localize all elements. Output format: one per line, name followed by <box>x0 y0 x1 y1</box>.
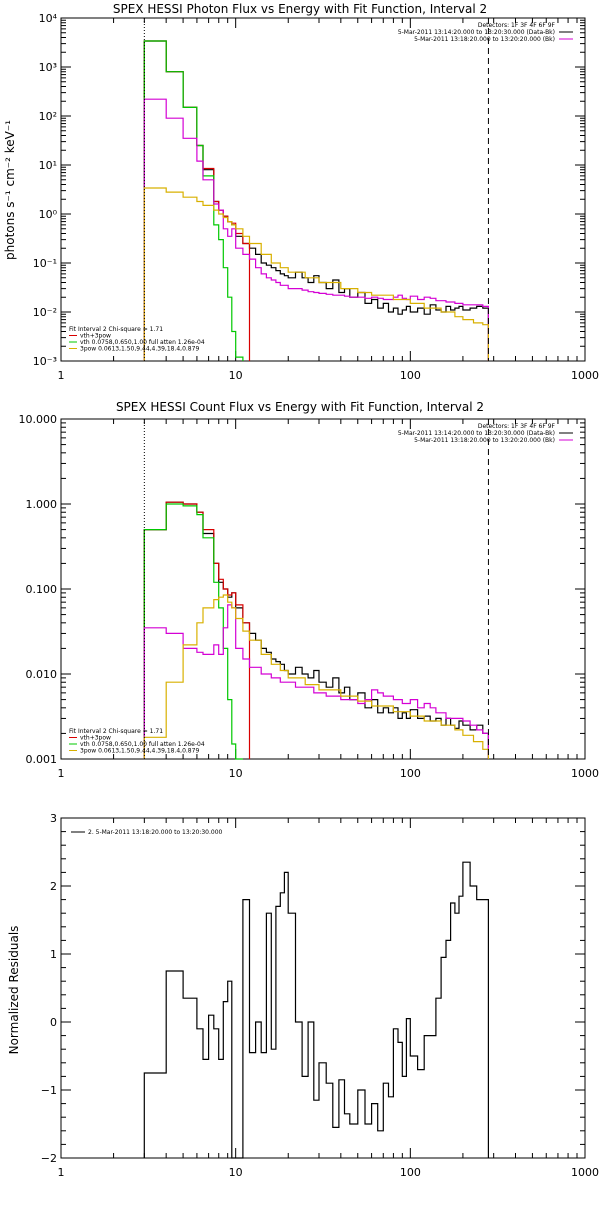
count-y-tick-label: 10.000 <box>19 413 58 426</box>
photon-plot-frame <box>60 17 586 362</box>
count-y-tick-label: 0.010 <box>26 668 58 681</box>
count-plot-frame <box>60 418 586 760</box>
photon-flux-chart: SPEX HESSI Photon Flux vs Energy with Fi… <box>3 2 599 382</box>
count-x-ticks: 1 10 100 1000 <box>58 419 599 780</box>
count-legend-bottom-text: Fit Interval 2 Chi-square = 1.71 <box>69 728 163 735</box>
residuals-y-tick-label: 3 <box>50 812 57 825</box>
photon-legend-bottom-text: 3pow 0.0613,1.50,9.44,4.39,18.4,0.879 <box>80 346 199 353</box>
residuals-legend-text: 2. 5-Mar-2011 13:18:20.000 to 13:20:30.0… <box>88 829 223 836</box>
residuals-y-tick-label: 2 <box>50 880 57 893</box>
photon-y-ticks: 10⁻³ 10⁻² 10⁻¹ 10⁰ 10¹ 10² 10³ 10⁴ <box>33 12 585 368</box>
photon-x-tick-label: 1 <box>58 369 65 382</box>
residuals-y-ticks: −2 −1 0 1 2 3 <box>41 812 585 1165</box>
photon-legend-top-text: 5-Mar-2011 13:14:20.000 to 13:20:30.000 … <box>398 29 555 36</box>
photon-series-group <box>143 18 489 361</box>
residuals-series-group <box>143 861 489 1159</box>
residuals-series-black <box>143 861 489 1159</box>
count-legend-top: Detectors: 1F 3F 4F 6F 9F5-Mar-2011 13:1… <box>398 423 573 444</box>
photon-legend-bottom-text: vth+3pow <box>80 333 111 340</box>
residuals-y-tick-label: 1 <box>50 948 57 961</box>
photon-y-tick-label: 10⁰ <box>39 208 58 221</box>
count-x-tick-label: 1000 <box>571 767 599 780</box>
count-series-magenta <box>143 604 489 759</box>
photon-x-tick-label: 100 <box>400 369 421 382</box>
count-x-tick-label: 100 <box>400 767 421 780</box>
photon-y-tick-label: 10⁻³ <box>33 355 57 368</box>
count-legend-top-text: 5-Mar-2011 13:14:20.000 to 13:20:30.000 … <box>398 430 555 437</box>
count-x-tick-label: 1 <box>58 767 65 780</box>
photon-y-tick-label: 10⁻¹ <box>33 257 57 270</box>
count-legend-bottom-text: vth 0.0758,0.650,1.00 full atten 1.26e-0… <box>80 741 205 748</box>
count-legend-bottom-text: vth+3pow <box>80 735 111 742</box>
count-flux-chart: SPEX HESSI Count Flux vs Energy with Fit… <box>19 400 600 780</box>
count-series-yellow <box>143 594 489 759</box>
count-series-group <box>143 419 489 760</box>
photon-y-tick-label: 10³ <box>39 61 57 74</box>
residuals-y-tick-label: −1 <box>41 1084 57 1097</box>
residuals-x-tick-label: 10 <box>229 1166 243 1179</box>
photon-series-black <box>143 40 489 361</box>
photon-legend-bottom-text: vth 0.0758,0.650,1.00 full atten 1.26e-0… <box>80 339 205 346</box>
residuals-x-tick-label: 1 <box>58 1166 65 1179</box>
photon-x-tick-label: 1000 <box>571 369 599 382</box>
residuals-y-axis-label: Normalized Residuals <box>7 926 21 1055</box>
photon-y-axis-label: photons s⁻¹ cm⁻² keV⁻¹ <box>3 120 17 260</box>
photon-y-tick-label: 10² <box>39 110 57 123</box>
residuals-legend: 2. 5-Mar-2011 13:18:20.000 to 13:20:30.0… <box>71 829 223 836</box>
photon-series-green <box>143 40 244 361</box>
count-chart-title: SPEX HESSI Count Flux vs Energy with Fit… <box>116 400 484 414</box>
count-y-ticks: 0.001 0.010 0.100 1.000 10.000 <box>19 413 585 766</box>
count-legend-top-text: Detectors: 1F 3F 4F 6F 9F <box>478 423 556 430</box>
residuals-x-tick-label: 1000 <box>571 1166 599 1179</box>
residuals-x-ticks: 1 10 100 1000 <box>58 818 599 1179</box>
residuals-y-tick-label: −2 <box>41 1152 57 1165</box>
photon-series-yellow <box>143 187 489 361</box>
photon-legend-top-text: Detectors: 1F 3F 4F 6F 9F <box>478 22 556 29</box>
count-series-green <box>143 503 243 760</box>
photon-y-tick-label: 10⁴ <box>39 12 58 25</box>
residuals-x-tick-label: 100 <box>400 1166 421 1179</box>
photon-legend-bottom-text: Fit Interval 2 Chi-square = 1.71 <box>69 326 163 333</box>
count-x-tick-label: 10 <box>229 767 243 780</box>
count-y-tick-label: 0.001 <box>26 753 58 766</box>
count-legend-bottom-text: 3pow 0.0613,1.50,9.44,4.39,18.4,0.879 <box>80 748 199 755</box>
count-legend-top-text: 5-Mar-2011 13:18:20.000 to 13:20:20.000 … <box>414 437 555 444</box>
photon-y-tick-label: 10¹ <box>39 159 57 172</box>
residuals-chart: Normalized Residuals −2 −1 0 1 2 3 1 10 100 1000… <box>7 812 599 1179</box>
photon-legend-top: Detectors: 1F 3F 4F 6F 9F5-Mar-2011 13:1… <box>398 22 573 43</box>
residuals-plot-frame <box>60 817 586 1159</box>
count-y-tick-label: 0.100 <box>26 583 58 596</box>
count-y-tick-label: 1.000 <box>26 498 58 511</box>
photon-legend-bottom: Fit Interval 2 Chi-square = 1.71vth+3pow… <box>69 326 205 353</box>
count-legend-bottom: Fit Interval 2 Chi-square = 1.71vth+3pow… <box>69 728 205 755</box>
photon-series-magenta <box>143 98 489 361</box>
residuals-y-tick-label: 0 <box>50 1016 57 1029</box>
photon-y-tick-label: 10⁻² <box>33 306 57 319</box>
photon-chart-title: SPEX HESSI Photon Flux vs Energy with Fi… <box>113 2 487 16</box>
photon-legend-top-text: 5-Mar-2011 13:18:20.000 to 13:20:20.000 … <box>414 36 555 43</box>
photon-x-ticks: 1 10 100 1000 <box>58 18 599 382</box>
photon-x-tick-label: 10 <box>229 369 243 382</box>
